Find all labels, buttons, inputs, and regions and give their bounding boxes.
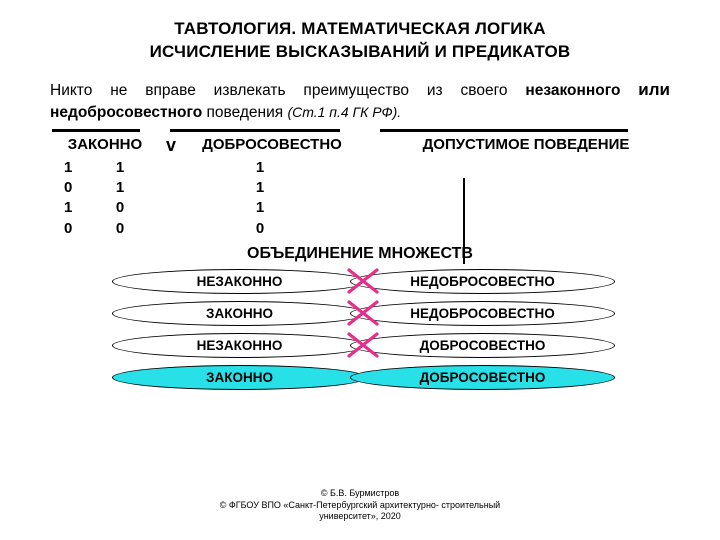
truth-cell: 0 [80,219,160,239]
truth-row: 111 [50,158,670,178]
truth-cell: 1 [160,178,360,198]
truth-cell: 1 [50,158,80,178]
venn-ellipse-left: НЕЗАКОННО [112,333,367,358]
venn-ellipse-left: ЗАКОННО [112,365,367,390]
para-bold-illegal: незаконного [525,82,620,99]
table-header-row: ЗАКОННО v ДОБРОСОВЕСТНО ДОПУСТИМОЕ ПОВЕД… [50,136,670,154]
truth-cell: 1 [160,158,360,178]
venn-row: НЕЗАКОННОНЕДОБРОСОВЕСТНО [50,269,670,296]
venn-ellipse-left: ЗАКОННО [112,301,367,326]
para-citation: (Ст.1 п.4 ГК РФ). [287,104,401,120]
truth-row: 101 [50,198,670,218]
vertical-divider [463,178,465,264]
truth-cell: 1 [80,178,160,198]
venn-ellipse-right: ДОБРОСОВЕСТНО [350,333,615,358]
header-goodfaith: ДОБРОСОВЕСТНО [182,136,362,154]
truth-cell: 1 [160,198,360,218]
venn-ellipse-right: НЕДОБРОСОВЕСТНО [350,269,615,294]
header-operator: v [160,136,182,154]
venn-stack: НЕЗАКОННОНЕДОБРОСОВЕСТНОЗАКОННОНЕДОБРОСО… [50,269,670,392]
slide-title: ТАВТОЛОГИЯ. МАТЕМАТИЧЕСКАЯ ЛОГИКА ИСЧИСЛ… [50,18,670,64]
truth-row: 000 [50,219,670,239]
truth-cell: 1 [50,198,80,218]
para-bold-or: или [638,80,670,99]
venn-row: ЗАКОННОДОБРОСОВЕСТНО [50,365,670,392]
venn-row: НЕЗАКОННОДОБРОСОВЕСТНО [50,333,670,360]
header-legal: ЗАКОННО [50,136,160,154]
intro-paragraph: Никто не вправе извлекать преимущество и… [50,78,670,123]
overline-bar [170,129,340,132]
credit-line-2: © ФГБОУ ВПО «Санкт-Петербургский архитек… [0,500,720,511]
truth-cell: 0 [80,198,160,218]
union-subtitle: ОБЪЕДИНЕНИЕ МНОЖЕСТВ [50,245,670,263]
credit-line-3: университет», 2020 [0,511,720,522]
para-bold-unfair: недобросовестного [50,104,202,121]
venn-ellipse-right: НЕДОБРОСОВЕСТНО [350,301,615,326]
truth-cell: 1 [80,158,160,178]
overline-bar [380,129,628,132]
venn-ellipse-right: ДОБРОСОВЕСТНО [350,365,615,390]
overline-bars [50,129,670,132]
credits: © Б.В. Бурмистров © ФГБОУ ВПО «Санкт-Пет… [0,488,720,522]
venn-ellipse-left: НЕЗАКОННО [112,269,367,294]
truth-cell: 0 [160,219,360,239]
title-line-2: ИСЧИСЛЕНИЕ ВЫСКАЗЫВАНИЙ И ПРЕДИКАТОВ [50,41,670,64]
title-line-1: ТАВТОЛОГИЯ. МАТЕМАТИЧЕСКАЯ ЛОГИКА [50,18,670,41]
truth-row: 011 [50,178,670,198]
venn-row: ЗАКОННОНЕДОБРОСОВЕСТНО [50,301,670,328]
para-text: Никто не вправе извлекать преимущество и… [50,82,525,99]
truth-table: 111011101000 [50,158,670,239]
overline-bar [52,129,140,132]
credit-line-1: © Б.В. Бурмистров [0,488,720,499]
truth-cell: 0 [50,178,80,198]
truth-cell: 0 [50,219,80,239]
header-permissible: ДОПУСТИМОЕ ПОВЕДЕНИЕ [382,136,670,154]
